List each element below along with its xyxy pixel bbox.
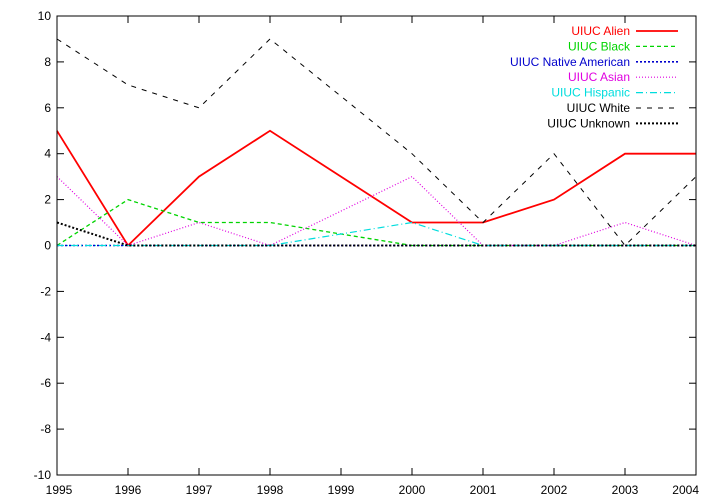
y-tick-label: 8 xyxy=(44,55,51,69)
legend-label: UIUC Unknown xyxy=(547,116,630,130)
y-tick-label: -10 xyxy=(34,468,52,482)
x-tick-label: 2004 xyxy=(672,483,699,497)
y-tick-label: 6 xyxy=(44,101,51,115)
legend-label: UIUC Hispanic xyxy=(551,86,630,100)
series-line-uiuc-white xyxy=(56,38,697,247)
series-line-uiuc-unknown xyxy=(56,221,696,247)
y-tick-label: -6 xyxy=(40,376,51,390)
legend-label: UIUC Alien xyxy=(571,24,630,38)
legend-label: UIUC Black xyxy=(568,39,631,53)
x-axis-ticks: 1995 1996 1997 1998 1999 2000 2001 2002 2003 2004 xyxy=(46,16,699,497)
y-tick-label: -8 xyxy=(40,422,51,436)
x-tick-label: 2003 xyxy=(612,483,639,497)
x-tick-label: 2000 xyxy=(399,483,426,497)
series-line-uiuc-asian xyxy=(56,175,697,247)
legend-label: UIUC Asian xyxy=(568,70,630,84)
x-tick-label: 1996 xyxy=(115,483,142,497)
x-tick-label: 2001 xyxy=(470,483,497,497)
legend-label: UIUC White xyxy=(567,101,631,115)
series-line-uiuc-hispanic xyxy=(57,221,696,247)
y-tick-label: 10 xyxy=(38,9,52,23)
y-tick-label: 2 xyxy=(44,193,51,207)
series-line-uiuc-black xyxy=(56,198,696,247)
y-axis-ticks: -10 -8 -6 -4 -2 0 2 4 6 8 10 xyxy=(34,9,696,482)
y-tick-label: 0 xyxy=(44,239,51,253)
x-tick-label: 1999 xyxy=(328,483,355,497)
x-tick-label: 1997 xyxy=(186,483,213,497)
legend-label: UIUC Native American xyxy=(510,55,630,69)
series-line-uiuc-alien xyxy=(56,129,696,247)
y-tick-label: -2 xyxy=(40,284,51,298)
series-layer xyxy=(56,38,697,247)
x-tick-label: 1998 xyxy=(257,483,284,497)
x-tick-label: 1995 xyxy=(46,483,73,497)
y-tick-label: -4 xyxy=(40,330,51,344)
plot-area-frame xyxy=(56,15,697,476)
x-tick-label: 2002 xyxy=(541,483,568,497)
y-tick-label: 4 xyxy=(44,147,51,161)
